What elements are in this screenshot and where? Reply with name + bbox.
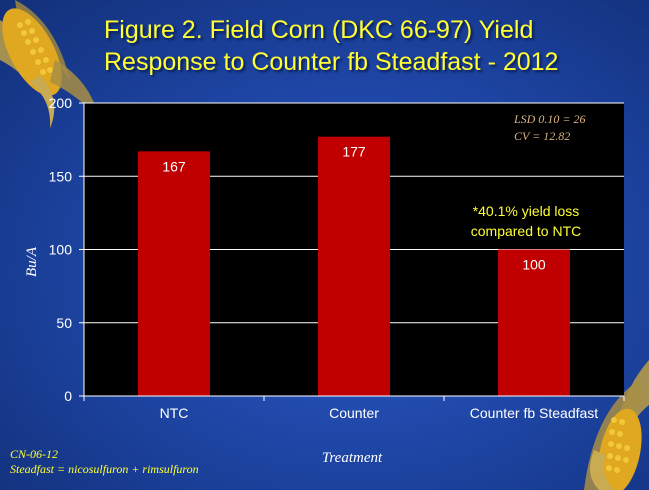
bar bbox=[138, 151, 210, 396]
y-tick-label: 50 bbox=[56, 315, 72, 331]
x-axis-label: Treatment bbox=[322, 450, 383, 466]
y-axis-ticks: 0 50 100 150 200 bbox=[49, 95, 84, 404]
y-axis-label: Bu/A bbox=[24, 246, 40, 277]
corn-cob-icon bbox=[584, 360, 649, 490]
x-tick-label: Counter bbox=[329, 405, 379, 421]
bar-value-label: 177 bbox=[342, 144, 366, 160]
title-line-1: Figure 2. Field Corn (DKC 66-97) Yield bbox=[104, 16, 534, 44]
yield-loss-annotation-line-1: *40.1% yield loss bbox=[473, 203, 580, 219]
stats-cv: CV = 12.82 bbox=[514, 129, 570, 143]
bars bbox=[138, 136, 570, 396]
data-labels: 167 177 100 bbox=[162, 144, 546, 273]
footnote-line-1: CN-06-12 bbox=[10, 447, 58, 461]
bar bbox=[318, 136, 390, 396]
title-line-2: Response to Counter fb Steadfast - 2012 bbox=[104, 48, 559, 76]
bar-value-label: 167 bbox=[162, 158, 186, 174]
y-tick-label: 100 bbox=[49, 242, 73, 258]
bar bbox=[498, 249, 570, 396]
footnote-line-2: Steadfast = nicosulfuron + rimsulfuron bbox=[10, 462, 199, 476]
x-tick-label: NTC bbox=[160, 405, 189, 421]
y-tick-label: 0 bbox=[64, 388, 72, 404]
x-axis-ticks: NTC Counter Counter fb Steadfast bbox=[83, 396, 625, 421]
stats-lsd: LSD 0.10 = 26 bbox=[513, 112, 585, 126]
x-tick-label: Counter fb Steadfast bbox=[470, 405, 599, 421]
y-tick-label: 200 bbox=[49, 95, 73, 111]
bar-value-label: 100 bbox=[522, 257, 546, 273]
page-title: Figure 2. Field Corn (DKC 66-97) Yield R… bbox=[104, 14, 634, 78]
yield-loss-annotation-line-2: compared to NTC bbox=[471, 223, 581, 239]
y-tick-label: 150 bbox=[49, 168, 73, 184]
